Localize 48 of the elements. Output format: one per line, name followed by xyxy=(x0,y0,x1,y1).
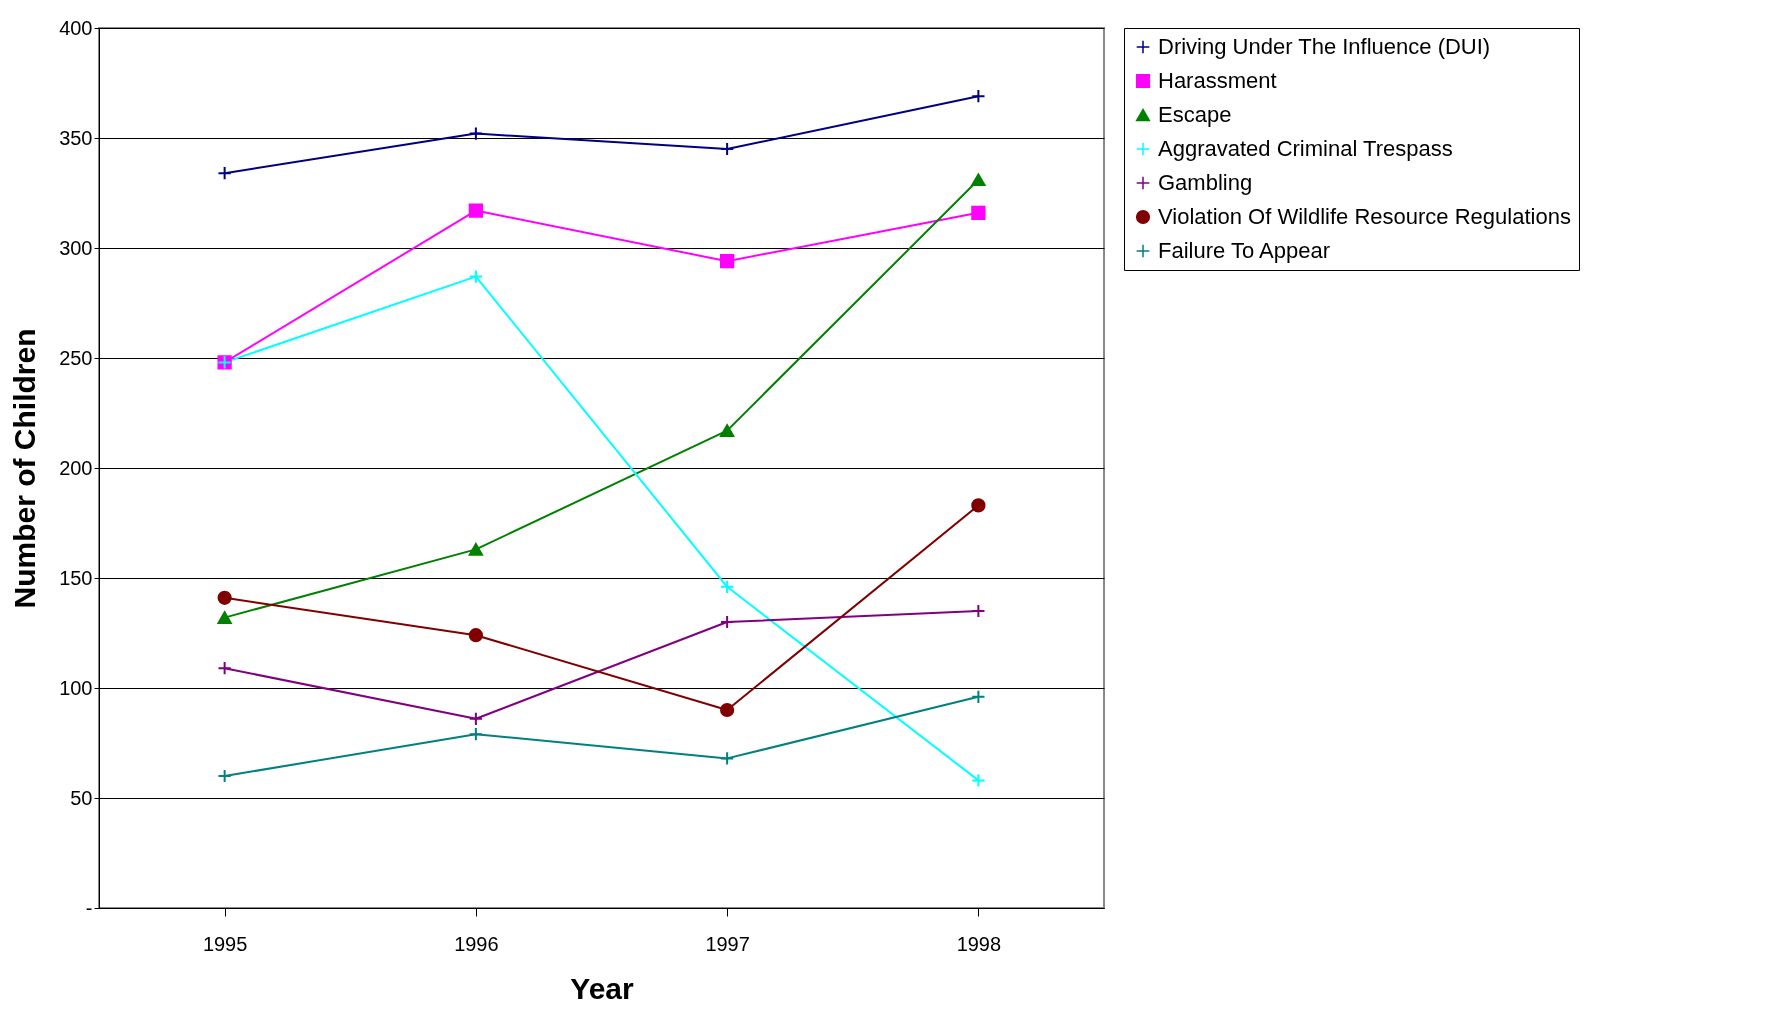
point xyxy=(217,590,232,605)
legend-label: Aggravated Criminal Trespass xyxy=(1158,136,1453,161)
point xyxy=(468,543,483,556)
point xyxy=(971,89,986,104)
point xyxy=(468,203,483,218)
legend-label: Harassment xyxy=(1158,68,1277,93)
point xyxy=(720,424,735,437)
x-tick-label: 1996 xyxy=(454,932,499,955)
y-tick-label: 300 xyxy=(59,236,93,259)
point xyxy=(217,166,232,181)
point xyxy=(720,141,735,157)
legend-label: Gambling xyxy=(1158,170,1253,195)
point xyxy=(971,773,986,788)
y-tick-label: 250 xyxy=(59,346,93,369)
y-tick-label: 200 xyxy=(59,456,93,479)
point xyxy=(971,603,986,619)
point xyxy=(720,751,735,766)
point xyxy=(971,498,986,513)
y-tick-label: 50 xyxy=(70,786,93,809)
point xyxy=(971,205,986,220)
point xyxy=(468,628,483,643)
point xyxy=(720,614,735,630)
point xyxy=(720,702,735,718)
point xyxy=(971,689,986,704)
x-tick-label: 1995 xyxy=(202,932,248,955)
point xyxy=(468,711,483,726)
y-axis-title: Number of Children xyxy=(8,328,42,609)
y-tick-label: - xyxy=(85,896,93,919)
legend-label: Violation Of Wildlife Resource Regulations xyxy=(1158,204,1571,229)
x-tick-label: 1997 xyxy=(705,932,750,955)
point xyxy=(468,126,483,141)
point xyxy=(217,611,232,624)
point xyxy=(468,269,483,284)
y-tick-label: 150 xyxy=(59,566,93,589)
legend-label: Driving Under The Influence (DUI) xyxy=(1158,34,1491,59)
legend-label: Failure To Appear xyxy=(1158,238,1331,263)
point xyxy=(217,768,232,784)
point xyxy=(217,661,232,676)
y-tick-label: 400 xyxy=(59,16,93,39)
y-tick-label: 350 xyxy=(59,126,93,149)
x-axis-title: Year xyxy=(570,971,635,1005)
y-tick-label: 100 xyxy=(59,676,93,699)
x-tick-label: 1998 xyxy=(956,932,1002,955)
point xyxy=(720,254,735,269)
point xyxy=(720,579,735,594)
legend-label: Escape xyxy=(1158,102,1232,127)
point xyxy=(971,173,986,187)
point xyxy=(468,727,483,742)
